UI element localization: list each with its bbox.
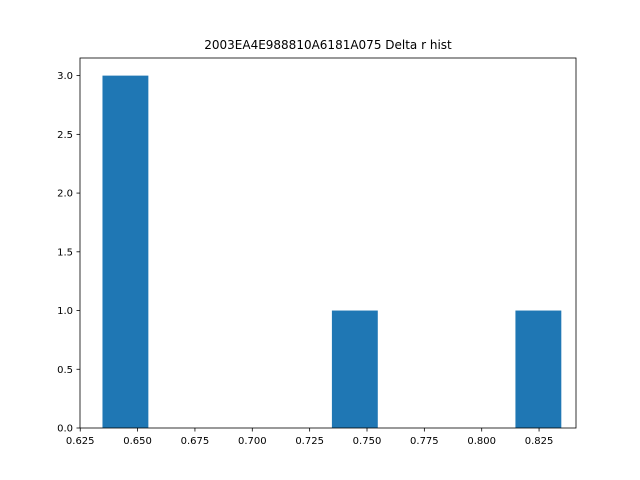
y-tick-label-2: 1.0: [57, 306, 73, 317]
x-tick-label-3: 0.700: [238, 436, 267, 447]
histogram-bar-9: [515, 310, 562, 428]
y-tick-label-0: 0.0: [57, 424, 73, 435]
y-tick-label-6: 3.0: [57, 71, 73, 82]
x-tick-label-5: 0.750: [353, 436, 382, 447]
chart-title: 2003EA4E988810A6181A075 Delta r hist: [204, 38, 452, 52]
histogram-bar-0: [102, 75, 149, 429]
bars-group: [102, 75, 562, 429]
x-axis-ticks: 0.625 0.650 0.675 0.700 0.725 0.750 0.775 0.800…: [66, 428, 553, 447]
histogram-bar-5: [331, 310, 378, 428]
x-tick-label-8: 0.825: [525, 436, 554, 447]
y-tick-label-5: 2.5: [57, 130, 73, 141]
plot-area-frame: [79, 57, 577, 429]
y-tick-label-1: 0.5: [57, 365, 73, 376]
x-tick-label-7: 0.800: [467, 436, 496, 447]
x-tick-label-1: 0.650: [123, 436, 152, 447]
x-tick-label-0: 0.625: [66, 436, 95, 447]
y-axis-ticks: 0.0 0.5 1.0 1.5 2.0 2.5 3.0: [57, 71, 80, 435]
x-tick-label-4: 0.725: [295, 436, 324, 447]
y-tick-label-4: 2.0: [57, 189, 73, 200]
x-tick-label-6: 0.775: [410, 436, 439, 447]
x-tick-label-2: 0.675: [181, 436, 210, 447]
y-tick-label-3: 1.5: [57, 247, 73, 258]
